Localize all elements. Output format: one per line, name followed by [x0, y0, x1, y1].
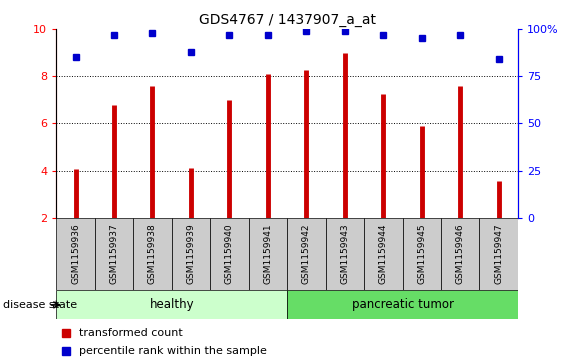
Bar [172, 218, 210, 290]
Text: healthy: healthy [149, 298, 194, 311]
Text: GSM1159938: GSM1159938 [148, 224, 157, 285]
Text: GSM1159936: GSM1159936 [71, 224, 80, 285]
Text: percentile rank within the sample: percentile rank within the sample [79, 346, 267, 356]
Bar [133, 218, 172, 290]
Text: disease state: disease state [3, 300, 77, 310]
Text: GSM1159940: GSM1159940 [225, 224, 234, 285]
Text: GSM1159944: GSM1159944 [379, 224, 388, 284]
Text: GSM1159942: GSM1159942 [302, 224, 311, 284]
Bar [56, 290, 287, 319]
Bar [403, 218, 441, 290]
Text: GSM1159941: GSM1159941 [263, 224, 272, 285]
Bar [249, 218, 287, 290]
Text: GSM1159945: GSM1159945 [417, 224, 426, 285]
Text: transformed count: transformed count [79, 328, 183, 338]
Bar [56, 218, 95, 290]
Bar [480, 218, 518, 290]
Text: pancreatic tumor: pancreatic tumor [351, 298, 454, 311]
Bar [364, 218, 403, 290]
Bar [95, 218, 133, 290]
Text: GSM1159947: GSM1159947 [494, 224, 503, 285]
Bar [210, 218, 249, 290]
Bar [325, 218, 364, 290]
Text: GSM1159946: GSM1159946 [456, 224, 464, 285]
Title: GDS4767 / 1437907_a_at: GDS4767 / 1437907_a_at [199, 13, 376, 26]
Text: GSM1159939: GSM1159939 [186, 224, 195, 285]
Text: GSM1159937: GSM1159937 [110, 224, 118, 285]
Bar [287, 218, 325, 290]
Text: GSM1159943: GSM1159943 [341, 224, 349, 285]
Bar [441, 218, 480, 290]
Bar [287, 290, 518, 319]
